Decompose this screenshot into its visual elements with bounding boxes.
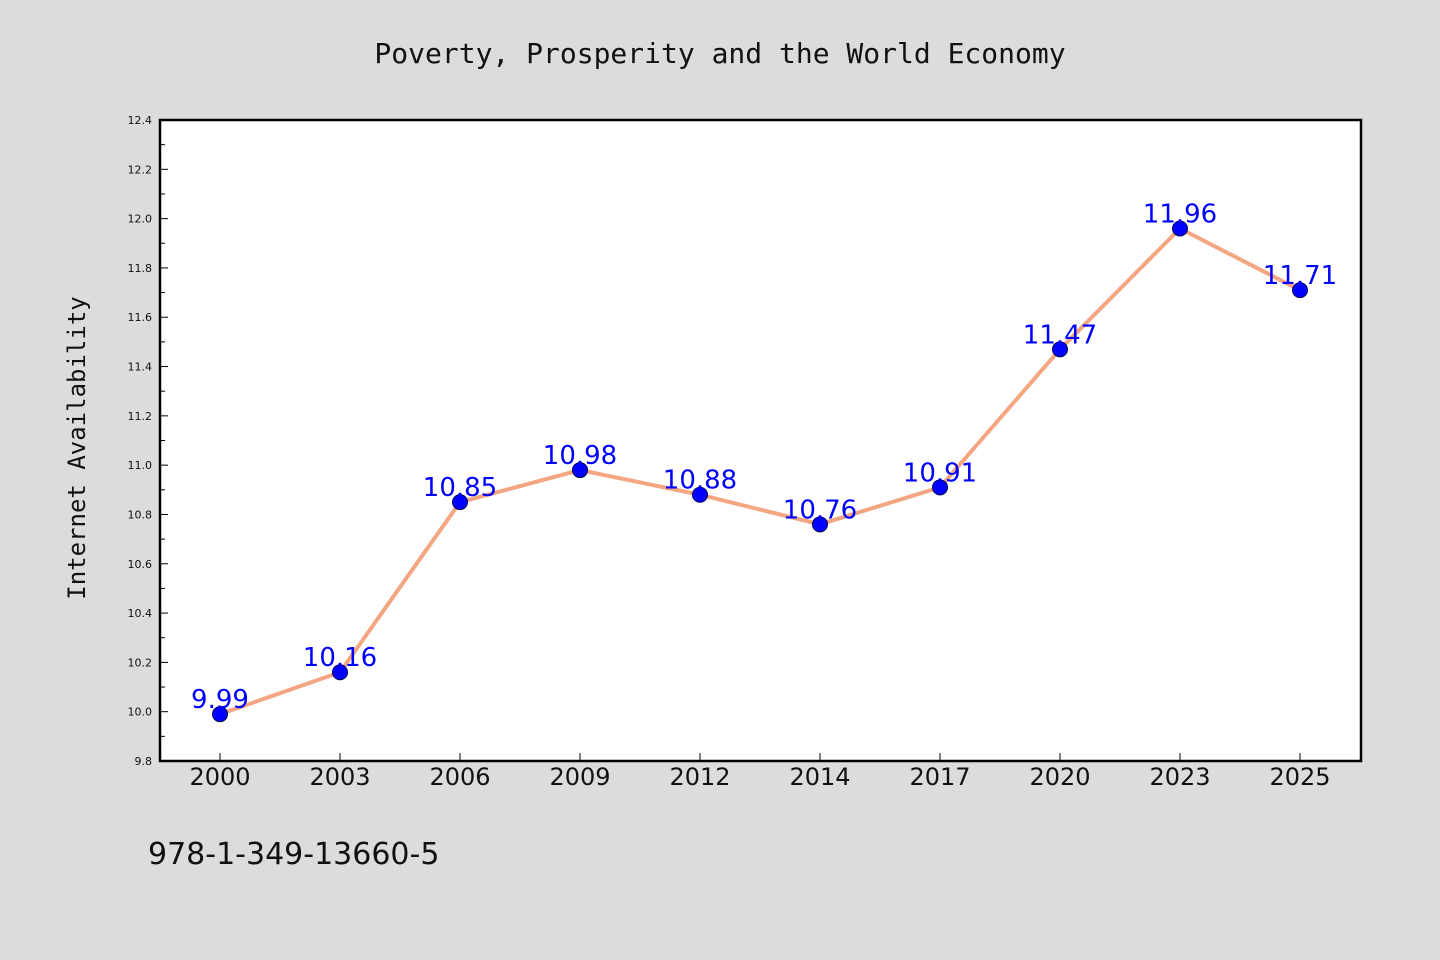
y-tick-label: 11.0 [128, 459, 153, 472]
x-tick-label: 2014 [789, 763, 850, 791]
y-axis-label: Internet Availability [63, 296, 91, 599]
data-point [692, 486, 708, 503]
series-line [218, 226, 1302, 717]
data-point [1052, 341, 1068, 358]
chart-title: Poverty, Prosperity and the World Econom… [374, 37, 1065, 70]
plot-area [158, 118, 1363, 763]
data-label: 10.85 [423, 473, 497, 503]
x-tick-label: 2009 [549, 763, 610, 791]
data-point [452, 494, 468, 511]
y-tick-label: 9.8 [135, 755, 153, 768]
y-tick-label: 11.2 [128, 410, 153, 423]
x-axis: 2000 2003 2006 2009 2012 2014 2017 2020 2023 2025 [189, 753, 1331, 791]
data-label: 9.99 [191, 685, 249, 715]
data-label: 11.47 [1023, 320, 1097, 350]
y-tick-label: 10.0 [128, 706, 153, 719]
data-label: 10.76 [783, 495, 857, 525]
data-label: 10.91 [903, 458, 977, 488]
data-label: 10.98 [543, 441, 617, 471]
x-tick-label: 2000 [189, 763, 250, 791]
y-tick-label: 11.8 [128, 262, 153, 275]
x-tick-label: 2025 [1269, 763, 1330, 791]
y-tick-label: 12.0 [128, 213, 153, 226]
x-tick-label: 2012 [669, 763, 730, 791]
data-label: 10.16 [303, 643, 377, 673]
data-point [212, 706, 228, 723]
y-tick-label: 12.4 [128, 114, 153, 127]
y-tick-label: 10.2 [128, 656, 153, 669]
x-tick-label: 2017 [909, 763, 970, 791]
data-point [932, 479, 948, 496]
data-point [812, 516, 828, 533]
data-series: 9.99 10.16 10.85 10.98 10.88 10.76 10.91 11.47 1… [191, 199, 1337, 723]
data-point [1292, 282, 1308, 299]
y-tick-label: 12.2 [128, 163, 153, 176]
data-point [1172, 220, 1188, 237]
y-tick-label: 10.4 [128, 607, 153, 620]
data-label: 11.96 [1143, 199, 1217, 229]
data-label: 10.88 [663, 466, 737, 496]
y-tick-label: 10.8 [128, 508, 153, 521]
y-tick-label: 11.6 [128, 311, 153, 324]
y-tick-label: 10.6 [128, 558, 153, 571]
x-tick-label: 2020 [1029, 763, 1090, 791]
data-point [332, 664, 348, 681]
data-label: 11.71 [1263, 261, 1337, 291]
y-tick-label: 11.4 [128, 361, 153, 374]
isbn-text: 978-1-349-13660-5 [148, 837, 439, 872]
y-axis: 9.8 10.0 10.2 10.4 10.6 10.8 11.0 11.2 11.4 11.6 1… [128, 114, 168, 768]
x-tick-label: 2023 [1149, 763, 1210, 791]
x-tick-label: 2003 [309, 763, 370, 791]
data-point [572, 462, 588, 479]
x-tick-label: 2006 [429, 763, 490, 791]
